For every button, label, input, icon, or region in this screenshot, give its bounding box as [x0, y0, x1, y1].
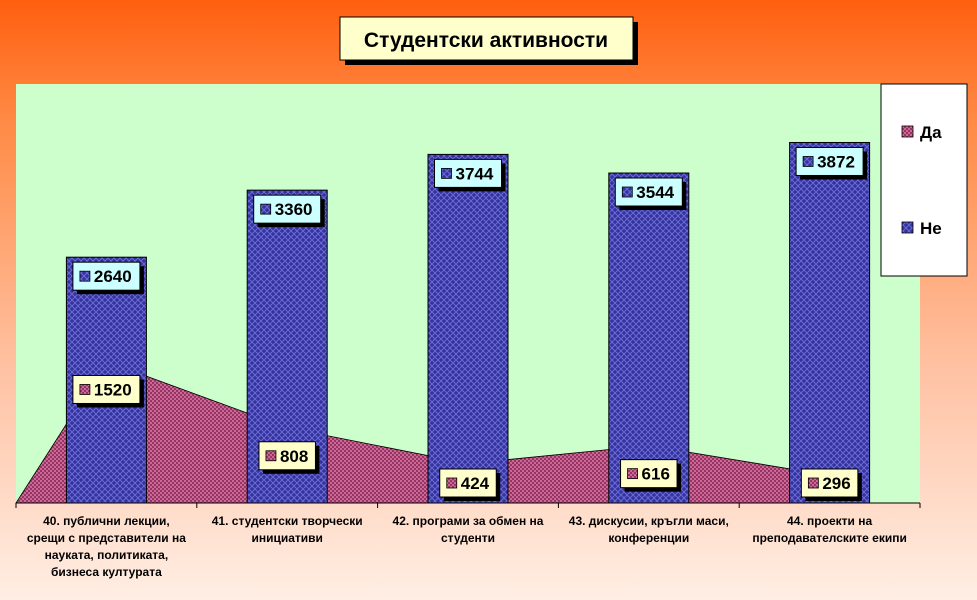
x-tick-label-4: 43. дискусии, кръгли маси, конференции	[569, 514, 729, 545]
bar-ne-5	[789, 141, 871, 504]
legend-label-ne: Не	[920, 219, 942, 238]
legend: Да Не	[880, 83, 968, 277]
legend-label-da: Да	[920, 123, 942, 142]
data-label-da-4: 616	[620, 459, 682, 492]
chart-title: Студентски активности	[364, 29, 608, 52]
svg-text:296: 296	[822, 474, 850, 493]
svg-text:2640: 2640	[94, 267, 132, 286]
data-label-da-2: 808	[258, 441, 320, 474]
legend-swatch-da	[901, 125, 914, 138]
svg-text:3544: 3544	[636, 183, 674, 202]
bar-ne-4	[608, 172, 690, 504]
x-tick-label-1: 40. публични лекции, срещи с представител…	[27, 514, 186, 579]
x-tick-label-5: 44. проекти на преподавателските екипи	[752, 514, 907, 545]
svg-text:3744: 3744	[456, 164, 494, 183]
data-label-ne-2: 3360	[253, 194, 325, 228]
data-label-da-1: 1520	[72, 374, 144, 408]
data-labels: 2640 3360 3744 3544 3872 1520 808 424 616 296	[72, 146, 868, 501]
x-tick-label-2: 41. студентски творчески инициативи	[212, 514, 363, 545]
data-label-ne-1: 2640	[72, 261, 144, 295]
svg-text:808: 808	[280, 447, 308, 466]
data-label-da-3: 424	[439, 468, 501, 501]
svg-text:3360: 3360	[275, 200, 313, 219]
legend-swatch-ne	[901, 221, 914, 234]
data-label-da-5: 296	[800, 468, 862, 501]
chart-title-box: Студентски активности	[339, 16, 638, 65]
svg-text:1520: 1520	[94, 380, 132, 399]
data-label-ne-3: 3744	[434, 158, 506, 192]
data-label-ne-4: 3544	[614, 177, 687, 211]
svg-text:424: 424	[461, 474, 490, 493]
x-tick-label-3: 42. програми за обмен на студенти	[393, 514, 544, 545]
x-axis: 40. публични лекции, срещи с представител…	[15, 502, 921, 579]
svg-text:3872: 3872	[817, 152, 855, 171]
bar-ne-3	[427, 153, 509, 504]
data-label-ne-5: 3872	[795, 146, 868, 180]
svg-text:616: 616	[642, 465, 670, 484]
